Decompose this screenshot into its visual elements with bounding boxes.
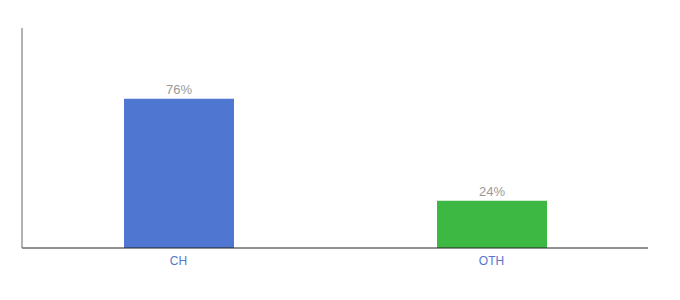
svg-text:76%: 76%	[166, 82, 192, 97]
svg-text:24%: 24%	[479, 184, 505, 199]
svg-text:OTH: OTH	[479, 254, 504, 268]
svg-text:CH: CH	[170, 254, 187, 268]
